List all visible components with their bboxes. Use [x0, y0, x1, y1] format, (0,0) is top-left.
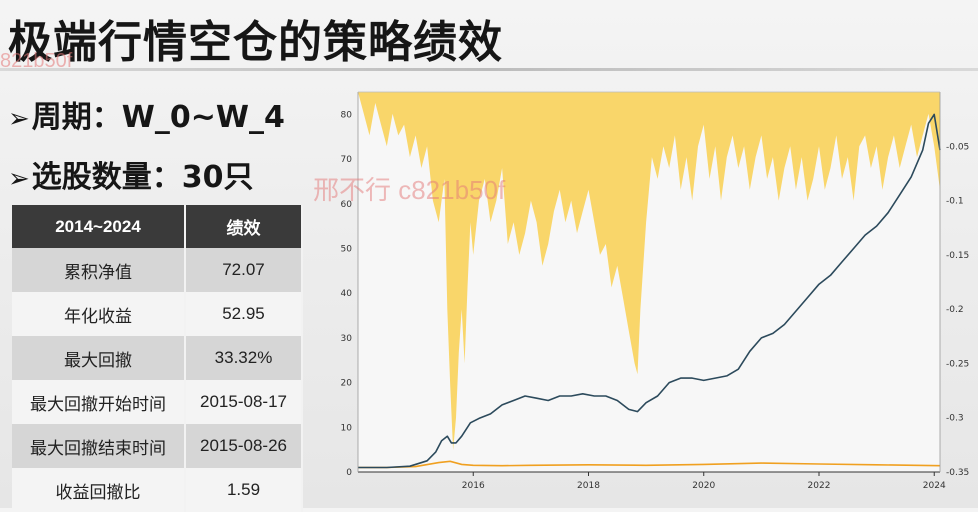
bullet-arrow-icon: ➢	[8, 104, 30, 134]
performance-table: 2014~2024 绩效 累积净值 72.07 年化收益 52.95 最大回撤 33.…	[12, 205, 303, 512]
slide-title: 极端行情空仓的策略绩效	[8, 17, 503, 68]
y-left-tick-label: 50	[341, 244, 353, 254]
chart-area: 0 10 20 30 40 50 60 70 80 -0.05 -0.1 -0.15 -0.2 -0.25…	[320, 80, 978, 508]
y-left-tick-label: 80	[341, 110, 353, 120]
metric-name: 年化收益	[12, 292, 186, 336]
table-row: 年化收益 52.95	[12, 292, 303, 336]
bullet-arrow-icon: ➢	[8, 164, 30, 194]
period-value: W_0~W_4	[121, 100, 285, 135]
table-row: 最大回撤结束时间 2015-08-26	[12, 424, 303, 468]
table-header-row: 2014~2024 绩效	[12, 205, 303, 248]
title-divider	[0, 68, 978, 71]
y-left-tick-label: 60	[341, 200, 353, 210]
y-left-tick-label: 70	[341, 155, 353, 165]
metric-value: 52.95	[185, 292, 303, 336]
metric-name: 最大回撤结束时间	[12, 424, 186, 468]
x-tick-label: 2018	[577, 481, 600, 491]
y-right-tick-label: -0.2	[946, 305, 964, 315]
y-right-tick-label: -0.1	[946, 197, 964, 207]
net-value-drawdown-chart: 0 10 20 30 40 50 60 70 80 -0.05 -0.1 -0.15 -0.2 -0.25…	[341, 91, 969, 491]
net-value-line	[358, 113, 941, 469]
watermark: 邢不行 c821b50f	[313, 175, 506, 205]
y-left-tick-label: 40	[341, 289, 353, 299]
watermark-small: 821b50f	[0, 50, 73, 72]
table-row: 最大回撤开始时间 2015-08-17	[12, 380, 303, 424]
y-right-tick-label: -0.05	[946, 142, 969, 152]
y-right-tick-label: -0.25	[946, 359, 969, 369]
y-left-tick-label: 20	[341, 379, 353, 389]
x-tick-label: 2022	[808, 481, 831, 491]
stock-count-label: 选股数量：	[31, 160, 182, 195]
table-row: 累积净值 72.07	[12, 248, 303, 292]
metric-value: 33.32%	[185, 336, 303, 380]
metric-value: 2015-08-17	[185, 380, 303, 424]
metric-name: 最大回撤开始时间	[12, 380, 186, 424]
bullet-stock-count: ➢选股数量：30只	[8, 152, 254, 196]
metric-name: 最大回撤	[12, 336, 186, 380]
y-left-tick-label: 0	[346, 468, 352, 478]
x-tick-label: 2020	[692, 481, 715, 491]
bullet-period: ➢周期：W_0~W_4	[8, 92, 285, 136]
y-left-tick-label: 30	[341, 334, 353, 344]
table-row: 最大回撤 33.32%	[12, 336, 303, 380]
metric-value: 72.07	[185, 248, 303, 292]
y-right-tick-label: -0.35	[946, 468, 969, 478]
metric-value: 2015-08-26	[185, 424, 303, 468]
y-right-tick-label: -0.3	[946, 414, 964, 424]
benchmark-line	[358, 460, 941, 469]
table-header-performance: 绩效	[185, 205, 303, 248]
y-left-tick-label: 10	[341, 423, 353, 433]
drawdown-area	[358, 92, 940, 451]
x-tick-label: 2024	[923, 481, 946, 491]
metric-name: 累积净值	[12, 248, 186, 292]
metric-name: 收益回撤比	[12, 468, 186, 512]
metric-value: 1.59	[185, 468, 303, 512]
table-row: 收益回撤比 1.59	[12, 468, 303, 512]
table-header-period: 2014~2024	[12, 205, 186, 248]
period-label: 周期：	[31, 100, 122, 135]
x-tick-label: 2016	[462, 481, 485, 491]
y-right-tick-label: -0.15	[946, 251, 969, 261]
stock-count-value: 30只	[181, 160, 254, 195]
